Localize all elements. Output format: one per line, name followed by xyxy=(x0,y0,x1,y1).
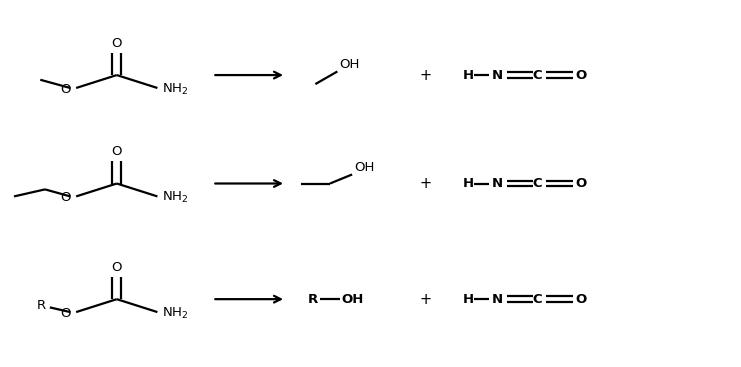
Text: O: O xyxy=(112,261,122,274)
Text: OH: OH xyxy=(339,58,360,71)
Text: +: + xyxy=(419,68,432,83)
Text: R: R xyxy=(37,299,46,312)
Text: +: + xyxy=(419,176,432,191)
Text: O: O xyxy=(61,307,71,320)
Text: OH: OH xyxy=(342,292,364,306)
Text: H: H xyxy=(462,292,473,306)
Text: N: N xyxy=(492,177,503,190)
Text: O: O xyxy=(575,177,586,190)
Text: H: H xyxy=(462,69,473,81)
Text: C: C xyxy=(532,177,542,190)
Text: O: O xyxy=(575,69,586,81)
Text: NH$_2$: NH$_2$ xyxy=(162,81,188,97)
Text: NH$_2$: NH$_2$ xyxy=(162,306,188,321)
Text: R: R xyxy=(308,292,318,306)
Text: O: O xyxy=(61,191,71,204)
Text: OH: OH xyxy=(354,161,375,174)
Text: O: O xyxy=(575,292,586,306)
Text: H: H xyxy=(462,177,473,190)
Text: C: C xyxy=(532,69,542,81)
Text: C: C xyxy=(532,292,542,306)
Text: +: + xyxy=(419,292,432,307)
Text: O: O xyxy=(112,145,122,158)
Text: O: O xyxy=(112,37,122,50)
Text: O: O xyxy=(61,83,71,95)
Text: N: N xyxy=(492,292,503,306)
Text: N: N xyxy=(492,69,503,81)
Text: NH$_2$: NH$_2$ xyxy=(162,190,188,205)
